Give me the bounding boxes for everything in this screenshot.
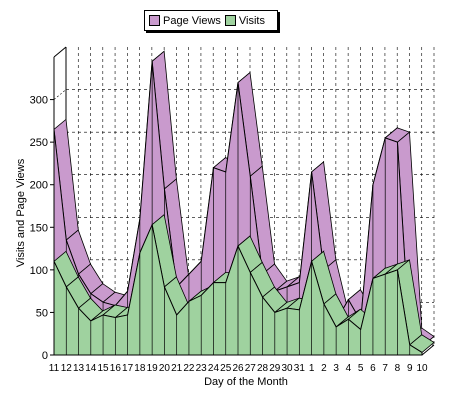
x-tick-label: 1 xyxy=(309,363,315,374)
x-tick-label: 5 xyxy=(358,363,364,374)
x-tick-label: 29 xyxy=(269,363,281,374)
y-tick-label: 50 xyxy=(36,307,48,319)
x-tick-label: 16 xyxy=(110,363,122,374)
y-tick-label: 250 xyxy=(30,137,48,149)
y-tick-label: 300 xyxy=(30,95,48,107)
x-tick-label: 3 xyxy=(333,363,339,374)
y-tick-label: 0 xyxy=(42,350,48,362)
x-tick-label: 10 xyxy=(416,363,428,374)
x-tick-label: 2 xyxy=(321,363,327,374)
x-tick-label: 22 xyxy=(183,363,195,374)
x-axis-ticks: 11 12 13 14 15 16 17 18 19 20 21 22 23 24 25 26 27 28 29 30… xyxy=(49,363,428,374)
x-tick-label: 23 xyxy=(196,363,208,374)
y-tick-label: 100 xyxy=(30,265,48,277)
x-tick-label: 25 xyxy=(220,363,232,374)
y-tick-label: 150 xyxy=(30,222,48,234)
x-tick-label: 18 xyxy=(134,363,146,374)
legend-entry-visits: Visits xyxy=(221,15,265,27)
y-axis-ticks: 0 50 100 150 200 250 300 xyxy=(30,95,54,362)
x-axis-label: Day of the Month xyxy=(204,376,288,388)
x-tick-label: 27 xyxy=(245,363,257,374)
y-tick-label: 200 xyxy=(30,180,48,192)
legend-label-page-views: Page Views xyxy=(163,14,221,27)
x-tick-label: 30 xyxy=(282,363,294,374)
x-tick-label: 28 xyxy=(257,363,269,374)
x-tick-label: 11 xyxy=(49,363,60,374)
legend-label-visits: Visits xyxy=(238,14,265,27)
x-tick-label: 17 xyxy=(122,363,134,374)
x-tick-label: 26 xyxy=(232,363,244,374)
y-axis-label: Visits and Page Views xyxy=(15,158,27,267)
x-tick-label: 8 xyxy=(395,363,401,374)
legend-swatch-page-views xyxy=(149,15,160,26)
x-tick-label: 12 xyxy=(61,363,73,374)
x-tick-label: 31 xyxy=(294,363,306,374)
floor-right-edge xyxy=(421,344,435,356)
x-tick-label: 13 xyxy=(73,363,85,374)
x-tick-label: 24 xyxy=(208,363,220,374)
x-tick-label: 4 xyxy=(346,363,352,374)
legend-swatch-visits xyxy=(224,15,236,26)
x-tick-label: 7 xyxy=(382,363,388,374)
x-tick-label: 15 xyxy=(98,363,110,374)
x-tick-label: 20 xyxy=(159,363,171,374)
x-tick-label: 6 xyxy=(370,363,376,374)
series-visits xyxy=(53,213,435,356)
gridline-y-side xyxy=(53,89,67,100)
x-tick-label: 9 xyxy=(407,363,413,374)
x-tick-label: 21 xyxy=(171,363,183,374)
x-tick-label: 14 xyxy=(85,363,97,374)
chart-areas xyxy=(53,50,435,356)
chart-legend: Page Views Visits xyxy=(144,10,278,31)
legend-entry-page-views: Page Views xyxy=(145,15,221,27)
x-tick-label: 19 xyxy=(147,363,159,374)
top-left-edge xyxy=(53,46,67,58)
